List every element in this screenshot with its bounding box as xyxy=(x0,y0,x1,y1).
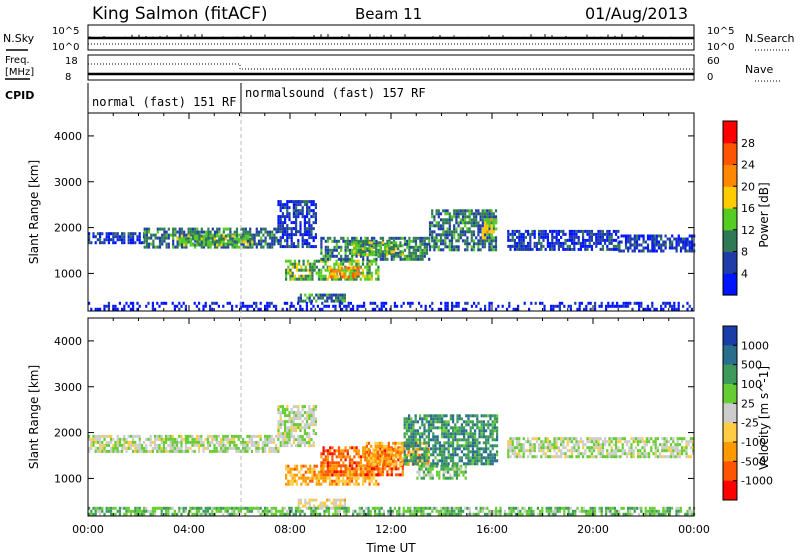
velocity-colorbar-swatch xyxy=(723,403,737,424)
frequency-panel: Freq. [MHz] 18 8 60 0 Nave xyxy=(5,54,780,83)
velocity-xtick-label: 04:00 xyxy=(173,523,205,536)
freq-unit-label: [MHz] xyxy=(5,67,34,78)
date-label: 01/Aug/2013 xyxy=(585,4,688,23)
power-colorbar: 4 8 12 16 20 24 28 xyxy=(722,120,755,296)
power-data xyxy=(88,200,696,311)
velocity-panel: 1000 2000 3000 4000 00:00 04:00 08:00 12:00 16:0… xyxy=(27,317,773,554)
velocity-colorbar-swatch xyxy=(723,442,737,462)
cpid-segment-1: normal (fast) 151 RF xyxy=(92,95,237,109)
power-colorbar-swatch xyxy=(723,229,737,253)
power-ytick-label: 4000 xyxy=(54,130,82,143)
cpid-label: CPID xyxy=(5,89,34,102)
freq-label: Freq. xyxy=(5,55,30,66)
power-colorbar-swatch xyxy=(723,164,737,187)
velocity-colorbar: 1000 500 100 25 -25 -100 -500 -1000 xyxy=(722,325,773,501)
power-colorbar-swatch xyxy=(723,121,737,144)
freq-right-tick-bottom: 0 xyxy=(707,72,713,83)
noise-sky-label: N.Sky xyxy=(3,32,35,45)
power-region-3 xyxy=(277,200,317,249)
power-colorbar-swatch xyxy=(723,186,737,209)
power-region-10 xyxy=(481,218,498,240)
velocity-ylabel: Slant Range [km] xyxy=(27,365,41,469)
power-ylabel: Slant Range [km] xyxy=(27,160,41,264)
power-colorbar-label: Power [dB] xyxy=(757,182,771,247)
power-colorbar-swatch xyxy=(723,251,737,274)
power-panel: 1000 2000 3000 4000 Slant Range [km] 4 8 12 16… xyxy=(27,112,771,312)
power-colorbar-tick: 16 xyxy=(741,202,755,215)
power-region-5 xyxy=(327,266,361,279)
velocity-region-9 xyxy=(88,506,696,516)
velocity-colorbar-swatch xyxy=(723,480,737,501)
velocity-colorbar-tick: 1000 xyxy=(741,339,769,352)
noise-right-tick-bottom: 10^0 xyxy=(707,42,734,53)
power-region-12 xyxy=(618,234,696,253)
velocity-xtick-label: 00:00 xyxy=(678,523,710,536)
velocity-colorbar-tick: -1000 xyxy=(741,475,773,488)
velocity-colorbar-tick: -25 xyxy=(741,417,759,430)
freq-right-tick-top: 60 xyxy=(707,56,720,67)
velocity-region-0 xyxy=(88,434,280,453)
velocity-ytick-label: 3000 xyxy=(54,381,82,394)
power-colorbar-swatch xyxy=(723,142,737,166)
velocity-xtick-label: 16:00 xyxy=(476,523,508,536)
velocity-xtick-label: 00:00 xyxy=(72,523,104,536)
power-ytick-label: 1000 xyxy=(54,267,82,280)
cpid-segment-2: normalsound (fast) 157 RF xyxy=(245,86,426,100)
power-colorbar-swatch xyxy=(723,273,737,296)
power-colorbar-swatch xyxy=(723,208,737,231)
station-title: King Salmon (fitACF) xyxy=(92,4,268,24)
velocity-ytick-label: 2000 xyxy=(54,427,82,440)
power-ytick-label: 3000 xyxy=(54,176,82,189)
power-region-7 xyxy=(353,241,404,257)
velocity-colorbar-label: Velocity [m s^-1] xyxy=(757,366,771,470)
velocity-colorbar-swatch xyxy=(723,384,737,404)
velocity-region-8 xyxy=(507,437,695,459)
velocity-colorbar-swatch xyxy=(723,326,737,346)
velocity-data xyxy=(88,405,696,516)
power-region-8 xyxy=(297,293,346,303)
velocity-colorbar-tick: 100 xyxy=(741,378,762,391)
noise-left-tick-top: 10^5 xyxy=(52,26,79,37)
beam-label: Beam 11 xyxy=(355,5,422,23)
cpid-panel: CPID normal (fast) 151 RF normalsound (f… xyxy=(5,83,426,113)
velocity-xtick-label: 20:00 xyxy=(577,523,609,536)
power-region-0 xyxy=(88,232,146,245)
velocity-xtick-label: 08:00 xyxy=(274,523,306,536)
velocity-region-6 xyxy=(416,464,467,480)
velocity-region-1 xyxy=(277,405,317,448)
velocity-region-5 xyxy=(403,414,499,466)
velocity-ytick-label: 1000 xyxy=(54,472,82,485)
power-ytick-label: 2000 xyxy=(54,222,82,235)
velocity-colorbar-tick: -500 xyxy=(741,455,766,468)
power-region-2 xyxy=(176,234,254,247)
power-colorbar-tick: 24 xyxy=(741,159,755,172)
noise-left-tick-bottom: 10^0 xyxy=(52,42,79,53)
velocity-colorbar-tick: 25 xyxy=(741,397,755,410)
nave-label: Nave xyxy=(745,63,773,76)
power-colorbar-tick: 28 xyxy=(741,137,755,150)
power-colorbar-tick: 12 xyxy=(741,224,755,237)
power-colorbar-tick: 4 xyxy=(741,267,748,280)
velocity-colorbar-swatch xyxy=(723,364,737,385)
velocity-xtick-label: 12:00 xyxy=(375,523,407,536)
velocity-colorbar-swatch xyxy=(723,422,737,443)
time-axis-label: Time UT xyxy=(365,541,416,554)
velocity-colorbar-swatch xyxy=(723,461,737,482)
velocity-colorbar-tick: 500 xyxy=(741,359,762,372)
noise-search-label: N.Search xyxy=(745,32,795,45)
power-colorbar-tick: 20 xyxy=(741,180,755,193)
power-region-11 xyxy=(507,229,620,251)
velocity-colorbar-tick: -100 xyxy=(741,436,766,449)
power-region-13 xyxy=(88,301,693,311)
velocity-colorbar-swatch xyxy=(723,345,737,366)
noise-panel: N.Sky 10^5 10^0 10^5 10^0 N.Search xyxy=(3,24,795,53)
velocity-ytick-label: 4000 xyxy=(54,335,82,348)
power-region-9 xyxy=(428,209,498,252)
freq-left-tick-top: 18 xyxy=(65,56,78,67)
power-colorbar-tick: 8 xyxy=(741,246,748,259)
freq-left-tick-bottom: 8 xyxy=(65,72,71,83)
velocity-region-7 xyxy=(297,498,346,508)
noise-right-tick-top: 10^5 xyxy=(707,26,734,37)
